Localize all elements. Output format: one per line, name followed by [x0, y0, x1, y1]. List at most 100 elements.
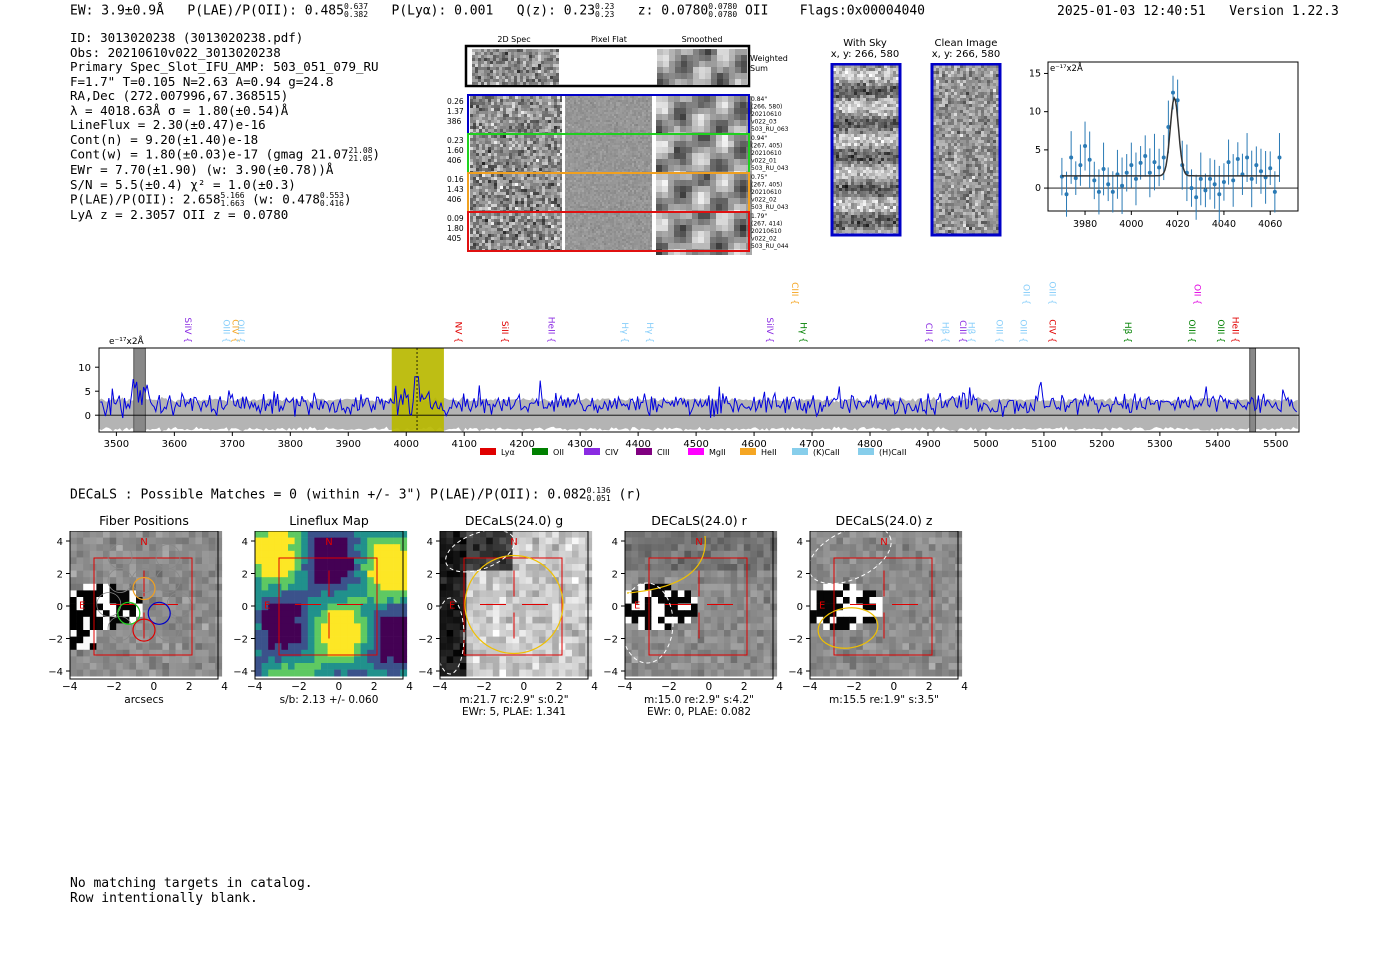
panel-pixel	[149, 623, 157, 631]
panel-pixel	[367, 669, 375, 677]
panel-pixel	[268, 564, 276, 571]
spectrum-line-label: CIV {	[1047, 319, 1057, 343]
panel-pixel	[459, 577, 467, 585]
panel-pixel	[638, 636, 646, 644]
panel-pixel	[631, 623, 639, 631]
fit-point	[1096, 189, 1101, 194]
panel-pixel	[730, 570, 738, 578]
panel-pixel	[869, 544, 877, 552]
panel-pixel	[704, 643, 712, 651]
panel-pixel	[473, 583, 480, 591]
panel-pixel	[889, 610, 897, 618]
panel-pixel	[195, 590, 203, 598]
panel-pixel	[519, 623, 527, 631]
panel-pixel	[208, 636, 216, 644]
panel-xtick-label: −2	[661, 681, 677, 693]
panel-pixel	[274, 537, 282, 545]
panel-pixel	[948, 557, 956, 565]
panel-pixel	[327, 603, 335, 611]
panel-pixel	[367, 649, 375, 657]
panel-pixel	[876, 583, 883, 591]
panel-pixel	[294, 649, 302, 657]
panel-pixel	[922, 557, 930, 565]
cutout-left-label: 0.26	[447, 97, 464, 106]
panel-pixel	[539, 603, 546, 611]
panel-pixel	[288, 544, 295, 552]
panel-pixel	[215, 583, 223, 591]
panel-pixel	[400, 656, 408, 664]
panel-pixel	[757, 557, 764, 565]
panel-pixel	[327, 537, 335, 545]
panel-pixel	[565, 630, 573, 637]
panel-pixel	[89, 570, 97, 578]
panel-pixel	[545, 564, 553, 571]
panel-pixel	[710, 544, 718, 552]
panel-pixel	[459, 570, 467, 578]
panel-pixel	[532, 583, 540, 591]
panel-pixel	[294, 557, 302, 565]
panel-pixel	[816, 610, 824, 618]
panel-pixel	[565, 649, 573, 657]
panel-pixel	[109, 550, 117, 558]
panel-pixel	[321, 557, 328, 565]
panel-pixel	[387, 656, 394, 664]
panel-pixel	[770, 663, 778, 670]
panel-pixel	[486, 550, 494, 558]
panel-pixel	[486, 570, 494, 578]
panel-pixel	[829, 630, 837, 637]
panel-pixel	[175, 603, 183, 611]
panel-pixel	[334, 656, 342, 664]
panel-pixel	[446, 544, 454, 552]
panel-pixel	[288, 630, 295, 637]
panel-pixel	[96, 603, 104, 611]
panel-pixel	[307, 544, 315, 552]
panel-pixel	[169, 597, 176, 604]
cutout-left-label: 1.37	[447, 107, 464, 116]
panel-pixel	[261, 583, 269, 591]
panel-pixel	[902, 603, 910, 611]
panel-pixel	[340, 557, 348, 565]
panel-pixel	[658, 630, 665, 637]
panel-pixel	[876, 590, 883, 598]
panel-pixel	[572, 656, 579, 664]
panel-pixel	[400, 590, 408, 598]
panel-pixel	[155, 663, 163, 670]
cutout-gap	[653, 213, 656, 250]
panel-pixel	[261, 557, 269, 565]
spectrum-line-label: OIII {	[1186, 319, 1196, 343]
panel-pixel	[922, 610, 930, 618]
panel-pixel	[677, 550, 685, 558]
header-qz-lo: 0.23	[595, 10, 615, 19]
panel-pixel	[710, 564, 718, 571]
panel-pixel	[829, 656, 837, 664]
panel-xticks: −4 −2 0 2 4	[610, 681, 788, 694]
panel-pixel	[889, 577, 897, 585]
panel-pixel	[446, 537, 454, 545]
panel-pixel	[631, 643, 639, 651]
panel-pixel	[816, 544, 824, 552]
legend-swatch	[688, 448, 704, 455]
panel-pixel	[340, 590, 348, 598]
panel-pixel	[750, 531, 758, 538]
panel-pixel	[453, 557, 461, 565]
cutout-right-label: 20210610	[751, 150, 782, 157]
panel-pixel	[122, 570, 130, 578]
panel-pixel	[889, 669, 897, 677]
panel-pixel	[532, 656, 540, 664]
panel-pixel	[162, 597, 170, 604]
panel-pixel	[182, 550, 190, 558]
panel-pixel	[506, 623, 513, 631]
panel-pixel	[816, 590, 824, 598]
panel-pixel	[486, 597, 494, 604]
panel-pixel	[862, 564, 870, 571]
panel-pixel	[96, 531, 104, 538]
panel-pixel	[677, 603, 685, 611]
panel-pixel	[823, 669, 831, 677]
panel-pixel	[691, 669, 698, 677]
panel-pixel	[849, 544, 857, 552]
legend-swatch	[532, 448, 548, 455]
panel-pixel	[691, 590, 698, 598]
panel-pixel	[525, 603, 533, 611]
panel-pixel	[757, 583, 764, 591]
